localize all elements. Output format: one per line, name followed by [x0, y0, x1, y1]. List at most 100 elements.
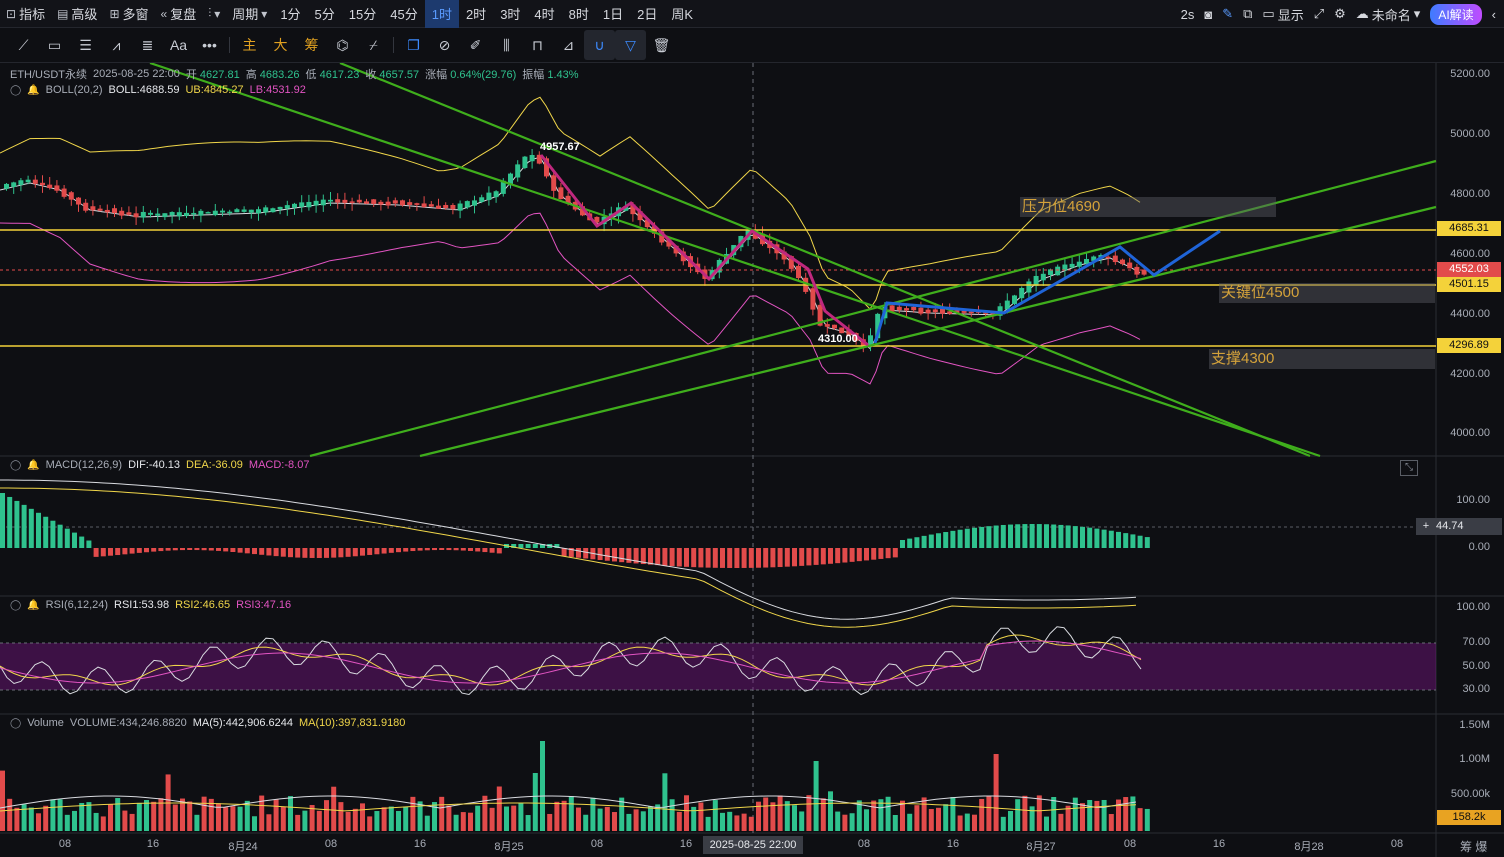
- lock-icon[interactable]: ⊓: [532, 36, 543, 53]
- candle-body: [25, 179, 31, 183]
- boll-legend[interactable]: ◯ 🔔 BOLL(20,2) BOLL:4688.59 UB:4845.27 L…: [10, 84, 306, 96]
- period-1[interactable]: 5分: [314, 7, 335, 22]
- candle-body: [623, 206, 629, 211]
- candle-body: [349, 201, 355, 203]
- trash-icon[interactable]: 🗑: [652, 36, 671, 53]
- period-2[interactable]: 15分: [348, 7, 377, 22]
- candle-body: [335, 199, 341, 203]
- macd-histogram-bar: [360, 548, 365, 556]
- volume-bar: [727, 811, 733, 831]
- candle-body: [414, 203, 420, 205]
- horizontal-lines-tool-icon[interactable]: ☰: [79, 36, 92, 53]
- volume-bar: [172, 804, 178, 831]
- price-tick-2: 4800.00: [1450, 188, 1490, 200]
- settings-eye-icon[interactable]: ◯: [10, 717, 22, 729]
- main-force-button[interactable]: 主: [242, 37, 257, 53]
- popout-icon[interactable]: ⧉: [1243, 6, 1253, 21]
- chart-type-button[interactable]: ⫶ ▾: [202, 0, 226, 28]
- bell-icon[interactable]: 🔔: [27, 84, 40, 96]
- big-order-button[interactable]: 大: [273, 37, 288, 53]
- macd-histogram-bar: [705, 548, 711, 568]
- fullscreen-icon[interactable]: ⤢: [1313, 6, 1325, 21]
- period-4[interactable]: 1时: [424, 0, 459, 28]
- layout-dropdown[interactable]: ☁ 未命名 ▾: [1355, 6, 1421, 23]
- replay-button[interactable]: «复盘: [160, 6, 197, 23]
- candle-body: [630, 204, 636, 215]
- volume-legend[interactable]: ◯ Volume VOLUME:434,246.8820 MA(5):442,9…: [10, 717, 405, 729]
- ruler-icon[interactable]: ⊘: [438, 36, 451, 53]
- macd-histogram-bar: [820, 548, 826, 565]
- macd-histogram-bar: [237, 548, 243, 553]
- period-8[interactable]: 8时: [568, 7, 589, 22]
- macd-histogram-bar: [403, 548, 409, 552]
- period-11[interactable]: 周K: [671, 7, 694, 22]
- expand-pane-icon[interactable]: ⤡: [1400, 460, 1418, 476]
- macd-histogram-bar: [1058, 524, 1064, 548]
- macd-histogram-bar: [669, 548, 675, 567]
- time-tick-0: 08: [58, 838, 72, 850]
- macd-histogram-bar: [439, 548, 445, 551]
- advanced-button[interactable]: ▤ 高级: [57, 6, 98, 23]
- copy-drawing-icon[interactable]: ❐: [407, 36, 420, 53]
- wave-tool-icon[interactable]: ⩘: [112, 36, 121, 53]
- eraser-icon[interactable]: ⌿: [369, 36, 378, 53]
- chart-canvas[interactable]: [0, 63, 1504, 857]
- text-tool[interactable]: Aa: [169, 37, 188, 53]
- volume-bar: [518, 802, 524, 831]
- magnet-note-icon[interactable]: ⌬: [336, 36, 349, 53]
- volume-bar: [187, 801, 193, 831]
- collapse-icon[interactable]: ‹: [1491, 6, 1496, 22]
- edit-note-icon[interactable]: ⊿: [562, 36, 575, 53]
- candle-body: [306, 201, 312, 208]
- volume-bar: [590, 797, 596, 831]
- key-level-zone-label[interactable]: 关键位4500: [1219, 283, 1435, 303]
- chart-area[interactable]: ETH/USDT永续 2025-08-25 22:00 开 4627.81 高 …: [0, 63, 1504, 857]
- candle-body: [112, 208, 117, 214]
- chips-button[interactable]: 筹: [304, 37, 319, 53]
- pen-icon[interactable]: ✎: [1222, 6, 1234, 21]
- rsi-legend[interactable]: ◯ 🔔 RSI(6,12,24) RSI1:53.98 RSI2:46.65 R…: [10, 599, 291, 611]
- support-zone-label[interactable]: 支撑4300: [1209, 349, 1435, 369]
- period-3[interactable]: 45分: [390, 7, 418, 22]
- resistance-zone-label[interactable]: 压力位4690: [1020, 197, 1276, 217]
- refresh-interval[interactable]: 2s: [1180, 6, 1195, 22]
- macd-legend[interactable]: ◯ 🔔 MACD(12,26,9) DIF:-40.13 DEA:-36.09 …: [10, 459, 309, 471]
- settings-eye-icon[interactable]: ◯: [10, 459, 22, 471]
- close-value: 4657.57: [379, 69, 420, 81]
- brush-icon[interactable]: ✐: [469, 36, 482, 53]
- period-10[interactable]: 2日: [637, 7, 658, 22]
- bell-icon[interactable]: 🔔: [27, 459, 40, 471]
- display-button[interactable]: ▭ 显示: [1262, 6, 1304, 23]
- magnet-icon[interactable]: ∪: [584, 30, 615, 60]
- volume-bar: [504, 806, 509, 831]
- volume-bar: [64, 814, 70, 831]
- candle-body: [4, 183, 9, 189]
- rectangle-tool-icon[interactable]: ▭: [47, 36, 62, 53]
- corner-label[interactable]: 筹 爆: [1460, 840, 1488, 854]
- fibonacci-tool-icon[interactable]: ≣: [141, 36, 154, 53]
- macd-histogram-bar: [921, 535, 927, 548]
- price-tick-3: 4600.00: [1450, 248, 1490, 260]
- period-6[interactable]: 3时: [500, 7, 521, 22]
- period-9[interactable]: 1日: [602, 7, 624, 22]
- plus-icon[interactable]: +: [1422, 520, 1430, 532]
- bell-icon[interactable]: 🔔: [27, 599, 40, 611]
- indicators-button[interactable]: ⊡ 指标: [6, 6, 46, 23]
- period-0[interactable]: 1分: [280, 7, 301, 22]
- candle-body: [932, 309, 938, 313]
- camera-icon[interactable]: ◙: [1204, 6, 1213, 22]
- period-7[interactable]: 4时: [534, 7, 555, 22]
- more-tools-icon[interactable]: •••: [202, 37, 217, 53]
- candles-icon[interactable]: ⫼: [503, 36, 510, 53]
- period-dropdown[interactable]: 周期 ▾: [232, 6, 268, 23]
- line-tool-icon[interactable]: ⟋: [18, 36, 29, 53]
- volume-bar: [1065, 805, 1071, 831]
- settings-icon[interactable]: ⚙: [1334, 6, 1346, 21]
- ai-analysis-button[interactable]: AI解读: [1430, 3, 1482, 25]
- settings-eye-icon[interactable]: ◯: [10, 84, 22, 96]
- multi-window-button[interactable]: ⊞ 多窗: [109, 6, 149, 23]
- period-5[interactable]: 2时: [465, 7, 487, 22]
- settings-eye-icon[interactable]: ◯: [10, 599, 22, 611]
- filter-icon[interactable]: ▽: [615, 30, 646, 60]
- volume-bar: [7, 798, 13, 831]
